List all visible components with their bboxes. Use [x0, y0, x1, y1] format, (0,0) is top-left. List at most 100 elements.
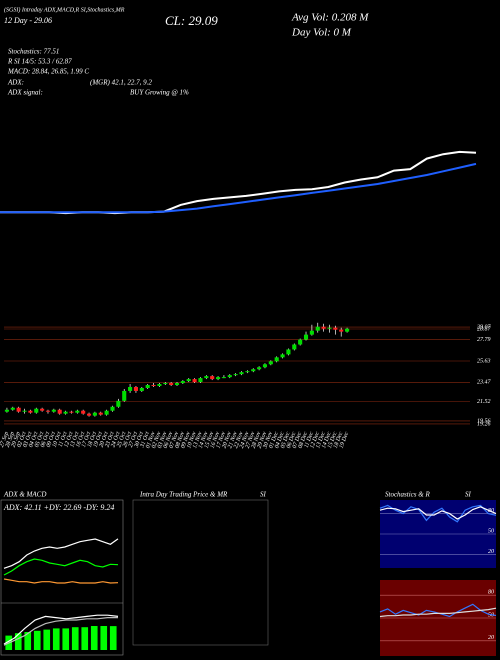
candle-body — [221, 377, 226, 379]
y-tick-label: 50 — [488, 528, 494, 534]
x-tick-label: 27 Nov — [245, 431, 257, 449]
x-tick-label: 15 Dec — [327, 431, 339, 449]
candle-body — [122, 390, 127, 401]
day-price: 12 Day - 29.06 — [4, 16, 52, 25]
candle-body — [169, 383, 174, 386]
stochastics: Stochastics: 77.51 — [8, 48, 59, 56]
adx-signal: BUY Growing @ 1% — [130, 89, 189, 97]
x-tick-label: 22 Nov — [233, 431, 245, 449]
panel-title: Intra Day Trading Price & MR — [139, 491, 228, 499]
x-tick-label: 18 Dec — [333, 431, 345, 449]
candle-body — [145, 385, 150, 388]
y-tick-label: 19.56 — [477, 418, 491, 424]
candle-body — [104, 410, 109, 415]
x-tick-label: 01 Dec — [268, 431, 280, 449]
bar — [100, 626, 108, 650]
candle-body — [251, 369, 256, 372]
candle-body — [280, 354, 285, 358]
bar — [90, 626, 98, 650]
candle-body — [92, 412, 97, 416]
candle-body — [110, 406, 115, 411]
x-tick-label: 20 Nov — [221, 431, 233, 449]
x-tick-label: 01 Nov — [145, 431, 157, 449]
adx-values: (MGR) 42.1, 22.7, 9.2 — [90, 79, 152, 87]
candle-body — [333, 327, 338, 330]
candle-body — [204, 376, 209, 379]
x-tick-label: 19 Dec — [339, 431, 351, 449]
candle-body — [257, 367, 262, 370]
x-tick-label: 08 Dec — [298, 431, 310, 449]
x-tick-label: 05 Oct — [34, 431, 45, 449]
source: (SGSI) Intraday ADX,MACD,R SI,Stochastic… — [4, 6, 125, 13]
rsi: R SI 14/5: 53.3 / 62.87 — [7, 58, 72, 66]
adx-signal-label: ADX signal: — [7, 89, 43, 97]
candle-body — [215, 377, 221, 380]
x-tick-label: 08 Nov — [175, 431, 187, 449]
x-tick-label: 03 Nov — [157, 431, 169, 449]
x-tick-label: 17 Oct — [81, 431, 92, 449]
bar — [62, 628, 70, 650]
bar — [14, 633, 22, 650]
x-tick-label: 16 Oct — [75, 431, 86, 449]
x-tick-label: 20 Oct — [99, 431, 110, 449]
x-tick-label: 15 Nov — [204, 431, 216, 449]
x-tick-label: 19 Oct — [93, 431, 104, 449]
x-tick-label: 11 Dec — [304, 431, 315, 449]
x-tick-label: 29 Nov — [257, 431, 269, 449]
candle-body — [133, 386, 139, 391]
bar — [33, 630, 41, 650]
series-line — [3, 614, 119, 645]
candle-body — [321, 326, 326, 329]
bar — [43, 629, 51, 650]
candle-body — [210, 376, 215, 380]
candle-body — [339, 329, 344, 332]
x-tick-label: 16 Nov — [210, 431, 222, 449]
candle-body — [233, 374, 238, 376]
adx-readout: ADX: 42.11 +DY: 22.69 -DY: 9.24 — [3, 503, 114, 512]
candle-body — [57, 409, 62, 414]
day-vol: Day Vol: 0 M — [291, 27, 352, 39]
candle-body — [22, 410, 27, 412]
candle-body — [98, 412, 103, 415]
candle-body — [180, 381, 185, 384]
x-tick-label: 17 Nov — [216, 431, 228, 449]
x-tick-label: 30 Oct — [133, 431, 145, 449]
x-tick-label: 13 Dec — [315, 431, 327, 449]
x-tick-label: 30 Nov — [262, 431, 274, 450]
x-tick-label: 12 Oct — [63, 431, 74, 449]
candle-body — [86, 413, 92, 416]
avg-vol: Avg Vol: 0.208 M — [291, 12, 369, 24]
candle-body — [245, 371, 250, 373]
candle-body — [40, 408, 45, 411]
bar — [52, 628, 60, 650]
panel-title: ADX & MACD — [3, 491, 46, 499]
candle-body — [16, 407, 21, 412]
y-tick-label: 23.47 — [477, 379, 492, 386]
x-tick-label: 02 Nov — [151, 431, 163, 449]
y-tick-label: 20 — [488, 549, 494, 555]
candle-body — [345, 328, 350, 332]
candle-body — [69, 411, 74, 413]
candle-body — [4, 409, 9, 412]
candle-body — [10, 407, 15, 410]
x-tick-label: 09 Nov — [180, 431, 192, 449]
close-price: CL: 29.09 — [165, 13, 218, 28]
candle-body — [186, 379, 191, 382]
candle-body — [51, 409, 56, 412]
candle-body — [128, 386, 133, 391]
y-tick-label: 50 — [488, 612, 494, 618]
series-line — [3, 558, 119, 576]
x-tick-label: 26 Oct — [122, 431, 133, 449]
candle-body — [303, 334, 309, 340]
candle-body — [28, 410, 33, 413]
adx-label: ADX: — [7, 79, 24, 87]
candle-body — [292, 344, 297, 350]
x-tick-label: 13 Nov — [192, 431, 204, 449]
bar — [81, 627, 89, 650]
x-tick-label: 02 Oct — [17, 431, 28, 449]
x-tick-label: 12 Dec — [309, 431, 321, 449]
x-tick-label: 31 Oct — [139, 431, 151, 449]
candle-body — [34, 408, 39, 413]
candle-body — [174, 383, 180, 386]
candle-body — [327, 327, 332, 329]
